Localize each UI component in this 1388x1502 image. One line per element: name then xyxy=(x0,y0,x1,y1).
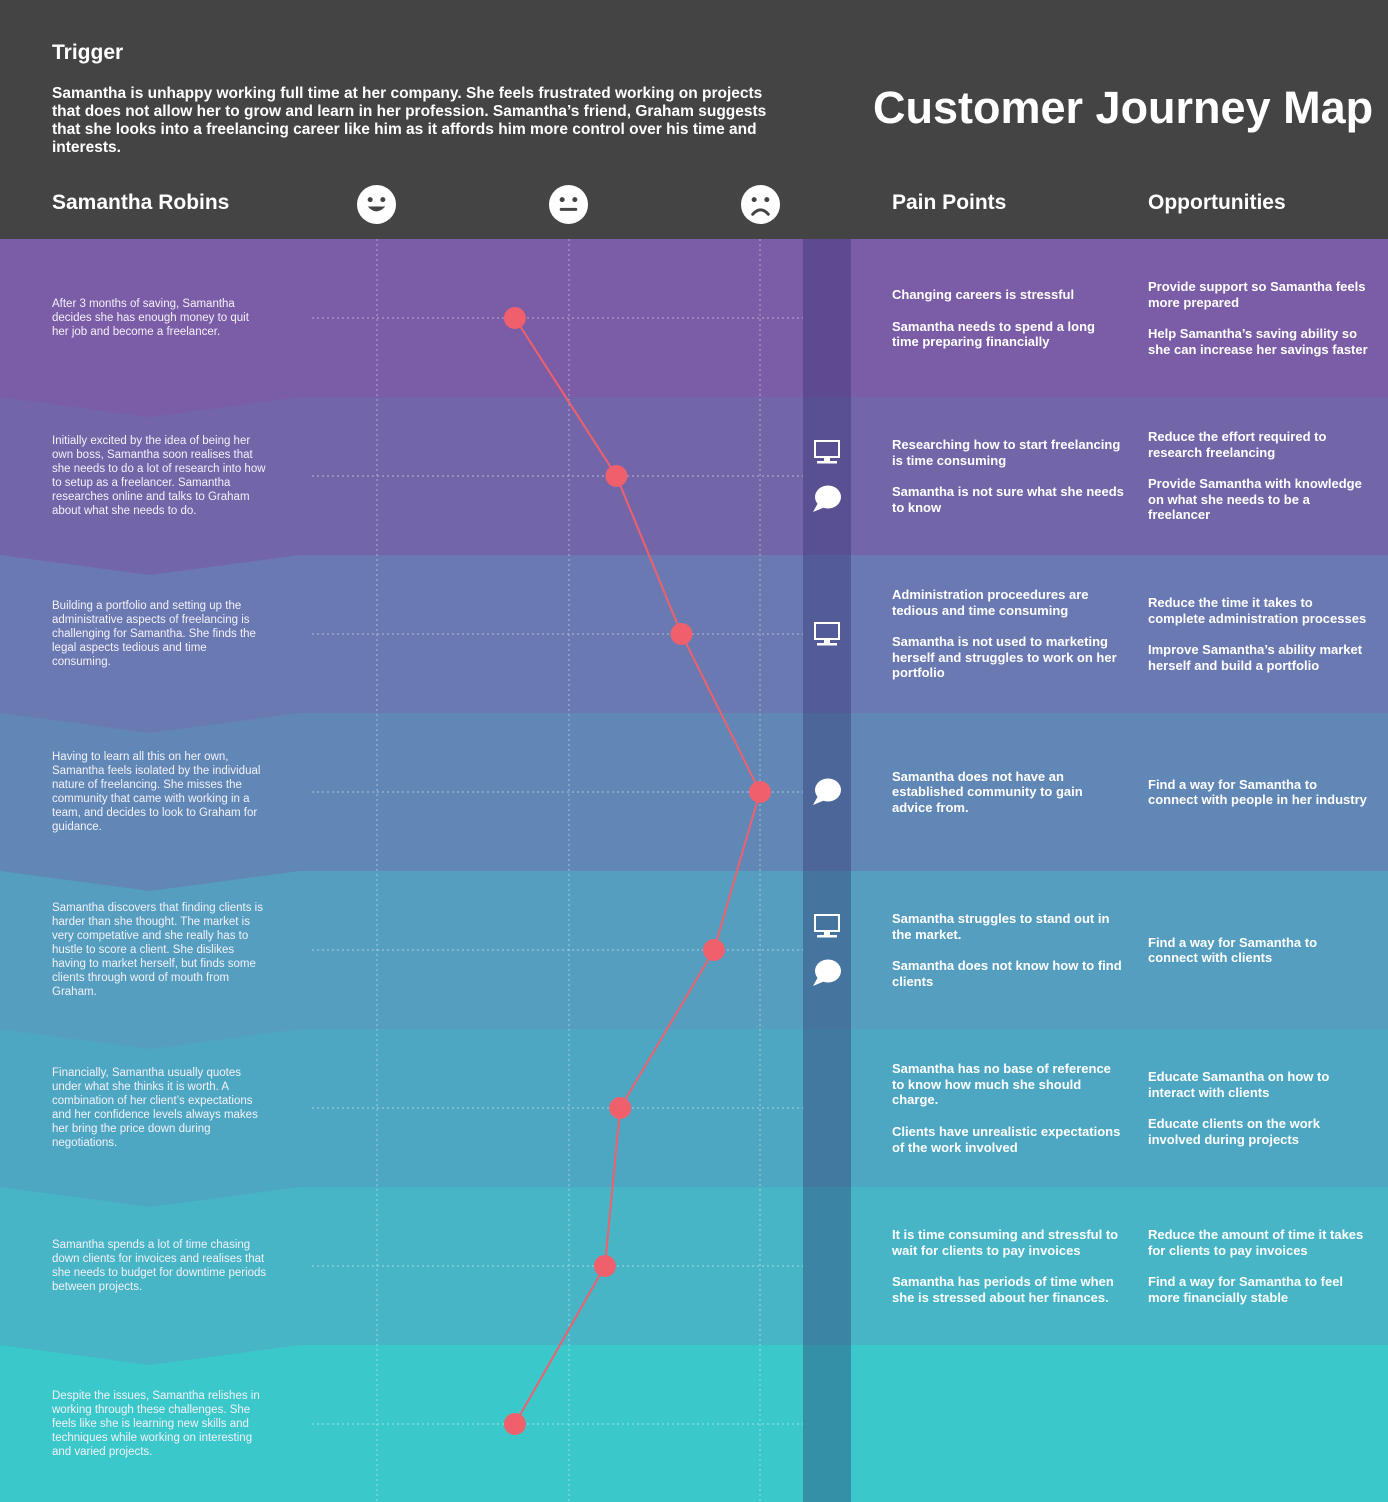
header: Trigger Samantha is unhappy working full… xyxy=(0,0,1388,239)
computer-icon xyxy=(814,622,840,646)
emotion-chart xyxy=(312,239,841,1502)
computer-icon xyxy=(814,914,840,938)
pain-point: Samantha struggles to stand out in the m… xyxy=(892,911,1110,942)
pain-points-heading: Pain Points xyxy=(892,191,1007,214)
persona-name: Samantha Robins xyxy=(52,191,230,214)
emotion-point xyxy=(593,1255,616,1277)
emotion-point xyxy=(749,781,771,803)
emotion-point xyxy=(670,623,693,645)
stage-band xyxy=(0,713,1388,891)
trigger-text: Samantha is unhappy working full time at… xyxy=(52,85,767,156)
chat-bubble-icon xyxy=(813,959,841,986)
stage-description: Building a portfolio and setting up the … xyxy=(52,600,256,668)
stage-band xyxy=(0,871,1388,1049)
pain-point: It is time consuming and stressful to wa… xyxy=(892,1227,1119,1258)
pain-point: Samantha is not used to marketing hersel… xyxy=(892,634,1117,680)
stage-description: Financially, Samantha usually quotes und… xyxy=(52,1067,258,1149)
stage-description: Samantha discovers that finding clients … xyxy=(52,902,263,998)
neutral-face-icon xyxy=(548,184,589,225)
stage-description: Having to learn all this on her own, Sam… xyxy=(52,751,261,833)
opportunity: Reduce the effort required to research f… xyxy=(1148,429,1327,460)
computer-icon xyxy=(814,440,840,464)
pain-point: Administration proceedures are tedious a… xyxy=(892,587,1089,618)
pain-point: Samantha has no base of reference to kno… xyxy=(892,1061,1111,1107)
pain-point: Researching how to start freelancing is … xyxy=(892,437,1121,468)
stage-band xyxy=(0,555,1388,733)
stage-band xyxy=(0,239,1388,417)
opportunity: Help Samantha’s saving ability so she ca… xyxy=(1148,326,1368,357)
trigger-label: Trigger xyxy=(52,41,124,64)
emotion-point xyxy=(703,939,725,961)
stage-description: Samantha spends a lot of time chasing do… xyxy=(52,1239,267,1293)
opportunity: Find a way for Samantha to connect with … xyxy=(1148,776,1367,808)
chat-bubble-icon xyxy=(813,778,841,805)
opportunity: Educate Samantha on how to interact with… xyxy=(1148,1069,1330,1100)
opportunity: Reduce the time it takes to complete adm… xyxy=(1148,595,1367,626)
emotion-point xyxy=(503,307,526,329)
pain-point: Samantha needs to spend a long time prep… xyxy=(892,318,1095,350)
stage-band xyxy=(0,1187,1388,1365)
stage-description: Despite the issues, Samantha relishes in… xyxy=(52,1390,260,1458)
pain-point: Samantha does not have an established co… xyxy=(892,768,1083,815)
opportunity: Reduce the amount of time it takes for c… xyxy=(1148,1227,1364,1258)
opportunity: Provide Samantha with knowledge on what … xyxy=(1148,476,1362,522)
opportunity: Find a way for Samantha to connect with … xyxy=(1148,934,1318,966)
pain-point: Samantha has periods of time when she is… xyxy=(892,1274,1114,1305)
opportunity: Provide support so Samantha feels more p… xyxy=(1148,279,1366,310)
page-title: Customer Journey Map xyxy=(873,82,1374,133)
emotion-point xyxy=(609,1097,632,1119)
pain-point: Changing careers is stressful xyxy=(892,286,1075,302)
opportunities-heading: Opportunities xyxy=(1148,191,1286,214)
stage-description: After 3 months of saving, Samantha decid… xyxy=(52,298,249,338)
stage-band xyxy=(0,397,1388,575)
chat-bubble-icon xyxy=(813,485,841,512)
stage-band xyxy=(0,1029,1388,1207)
opportunity: Educate clients on the work involved dur… xyxy=(1148,1116,1320,1147)
emotion-point xyxy=(605,465,628,487)
happy-face-icon xyxy=(356,184,397,225)
emotion-point xyxy=(503,1413,526,1435)
pain-point: Clients have unrealistic expectations of… xyxy=(892,1124,1121,1155)
stage-description: Initially excited by the idea of being h… xyxy=(52,435,266,517)
stage-bands xyxy=(0,239,1388,1502)
pain-point: Samantha does not know how to find clien… xyxy=(892,958,1122,989)
touchpoint-column xyxy=(803,239,851,1502)
sad-face-icon xyxy=(740,184,781,225)
opportunity: Improve Samantha’s ability market hersel… xyxy=(1148,642,1363,673)
opportunity: Find a way for Samantha to feel more fin… xyxy=(1148,1274,1344,1305)
pain-point: Samantha is not sure what she needs to k… xyxy=(892,484,1124,515)
emotion-line xyxy=(514,317,762,1425)
